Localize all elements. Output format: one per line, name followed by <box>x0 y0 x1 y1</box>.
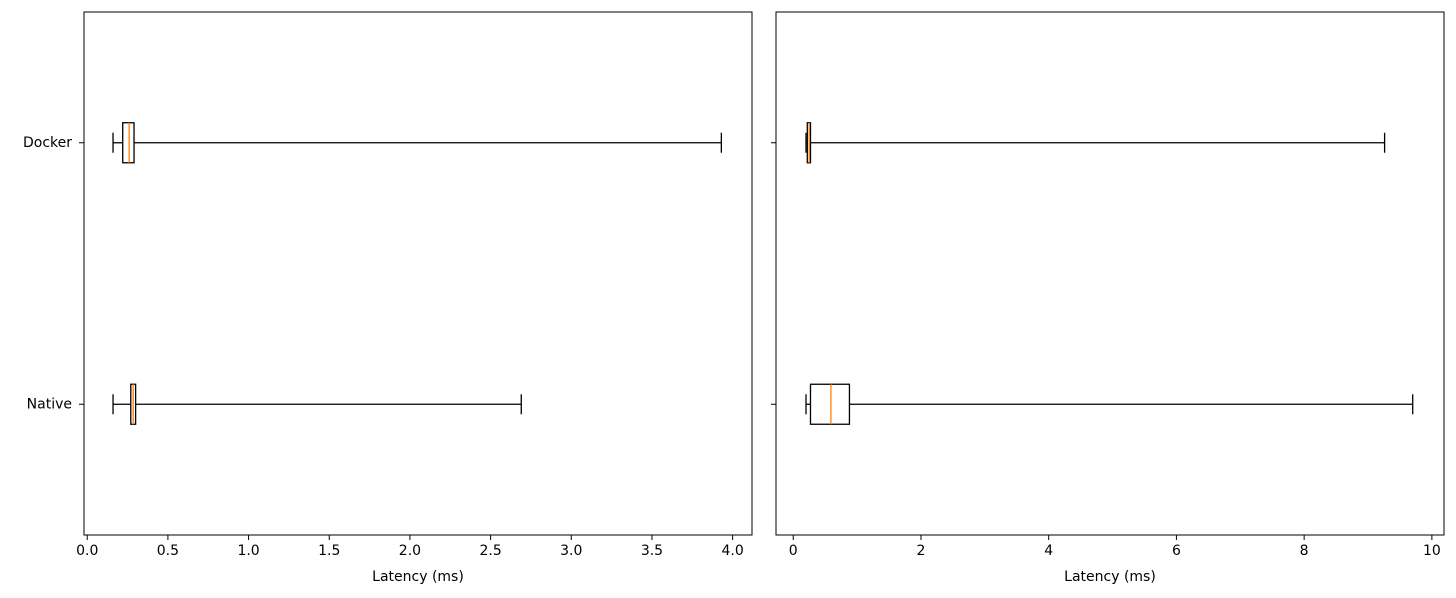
y-tick-label: Native <box>27 396 72 412</box>
box <box>122 122 135 164</box>
x-tick-label: 1.5 <box>318 543 340 559</box>
x-tick-label: 8 <box>1300 543 1309 559</box>
y-tick-label: Docker <box>23 135 72 151</box>
x-tick-label: 1.0 <box>237 543 259 559</box>
x-tick-label: 0.0 <box>76 543 98 559</box>
axes-frame <box>83 11 753 536</box>
x-axis-label: Latency (ms) <box>372 569 464 585</box>
x-tick-label: 4.0 <box>722 543 744 559</box>
x-tick-label: 0 <box>789 543 798 559</box>
axes-frame <box>775 11 1445 536</box>
x-tick-label: 2.0 <box>399 543 421 559</box>
x-tick-label: 0.5 <box>157 543 179 559</box>
x-tick-label: 3.5 <box>641 543 663 559</box>
x-tick-label: 2 <box>917 543 926 559</box>
x-axis-label: Latency (ms) <box>1064 569 1156 585</box>
x-tick-label: 4 <box>1044 543 1053 559</box>
x-tick-label: 3.0 <box>560 543 582 559</box>
x-tick-label: 6 <box>1172 543 1181 559</box>
x-tick-label: 2.5 <box>479 543 501 559</box>
x-tick-label: 10 <box>1423 543 1441 559</box>
box <box>809 383 851 425</box>
